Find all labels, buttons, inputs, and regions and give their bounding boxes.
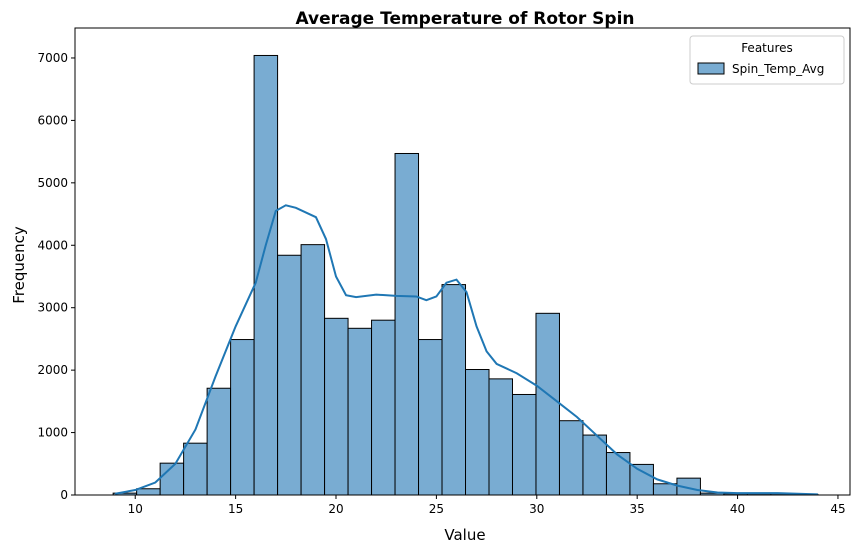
bar <box>136 488 161 496</box>
legend-label: Spin_Temp_Avg <box>732 62 824 76</box>
bar <box>465 369 490 496</box>
bar <box>300 244 326 496</box>
x-axis-label: Value <box>444 526 485 544</box>
legend-title: Features <box>741 41 793 55</box>
bar <box>535 312 560 496</box>
x-tick-label: 15 <box>228 502 243 516</box>
bar <box>206 387 232 496</box>
bar <box>418 339 443 496</box>
bar <box>324 317 349 496</box>
x-tick-label: 45 <box>830 502 845 516</box>
bar <box>488 378 513 496</box>
y-tick-label: 7000 <box>37 51 68 65</box>
bar <box>582 434 607 496</box>
bar <box>183 442 208 496</box>
x-tick-label: 35 <box>630 502 645 516</box>
bar <box>441 284 467 496</box>
bar <box>394 152 420 496</box>
y-tick-label: 5000 <box>37 176 68 190</box>
y-tick-label: 3000 <box>37 301 68 315</box>
kde-line <box>114 204 818 496</box>
y-tick-label: 1000 <box>37 426 68 440</box>
bar <box>511 393 537 496</box>
y-tick-label: 6000 <box>37 113 68 127</box>
legend-box <box>689 35 845 85</box>
y-tick-label: 2000 <box>37 363 68 377</box>
x-tick-label: 40 <box>730 502 745 516</box>
bar <box>277 254 302 496</box>
x-tick-label: 25 <box>429 502 444 516</box>
x-tick-label: 10 <box>128 502 143 516</box>
bar <box>347 327 373 496</box>
y-axis-label: Frequency <box>10 226 28 304</box>
y-tick-label: 4000 <box>37 238 68 252</box>
x-tick-label: 20 <box>328 502 343 516</box>
bar <box>558 420 584 496</box>
x-tick-label: 30 <box>529 502 544 516</box>
bar <box>230 339 255 496</box>
bar <box>605 452 631 496</box>
bar <box>629 463 654 496</box>
plot-frame <box>74 27 851 496</box>
bar <box>371 319 396 496</box>
legend-swatch <box>697 62 725 75</box>
y-tick-label: 0 <box>60 488 68 502</box>
chart-title: Average Temperature of Rotor Spin <box>295 9 634 29</box>
